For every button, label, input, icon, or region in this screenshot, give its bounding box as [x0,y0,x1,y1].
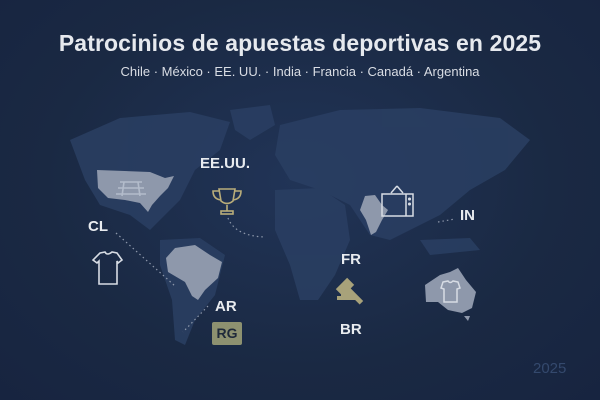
australia-shape [425,268,476,313]
india-shape [360,195,388,235]
country-list-subtitle: Chile · México · EE. UU. · India · Franc… [120,64,480,79]
greenland-landmass [230,105,275,140]
trophy-icon [212,188,242,215]
indonesia-landmass [420,238,480,255]
connector-india [437,218,456,223]
label-chile: CL [88,218,108,235]
label-usa: EE.UU. [200,155,251,172]
connector-argentina [182,305,209,333]
label-brazil: BR [340,321,362,338]
africa-landmass [275,188,350,300]
label-argentina: AR [215,298,237,315]
connector-usa [227,217,266,238]
label-france: FR [341,251,361,268]
usa-shape [97,170,174,212]
shirt-icon [91,251,124,285]
picnic-table-icon [116,181,146,197]
gavel-icon [335,277,364,305]
connector-lines [115,217,456,333]
north-america-landmass [70,112,230,230]
label-india: IN [460,207,475,224]
brazil-shape [166,245,222,300]
year-watermark: 2025 [533,360,567,377]
tv-icon [381,185,414,217]
highlighted-countries [97,170,476,321]
tasmania-shape [464,316,470,321]
europe-asia-landmass [275,108,530,240]
page-title: Patrocinios de apuestas deportivas en 20… [58,30,542,56]
rg-badge: RG [212,322,242,345]
shirt-icon-australia [440,280,461,303]
